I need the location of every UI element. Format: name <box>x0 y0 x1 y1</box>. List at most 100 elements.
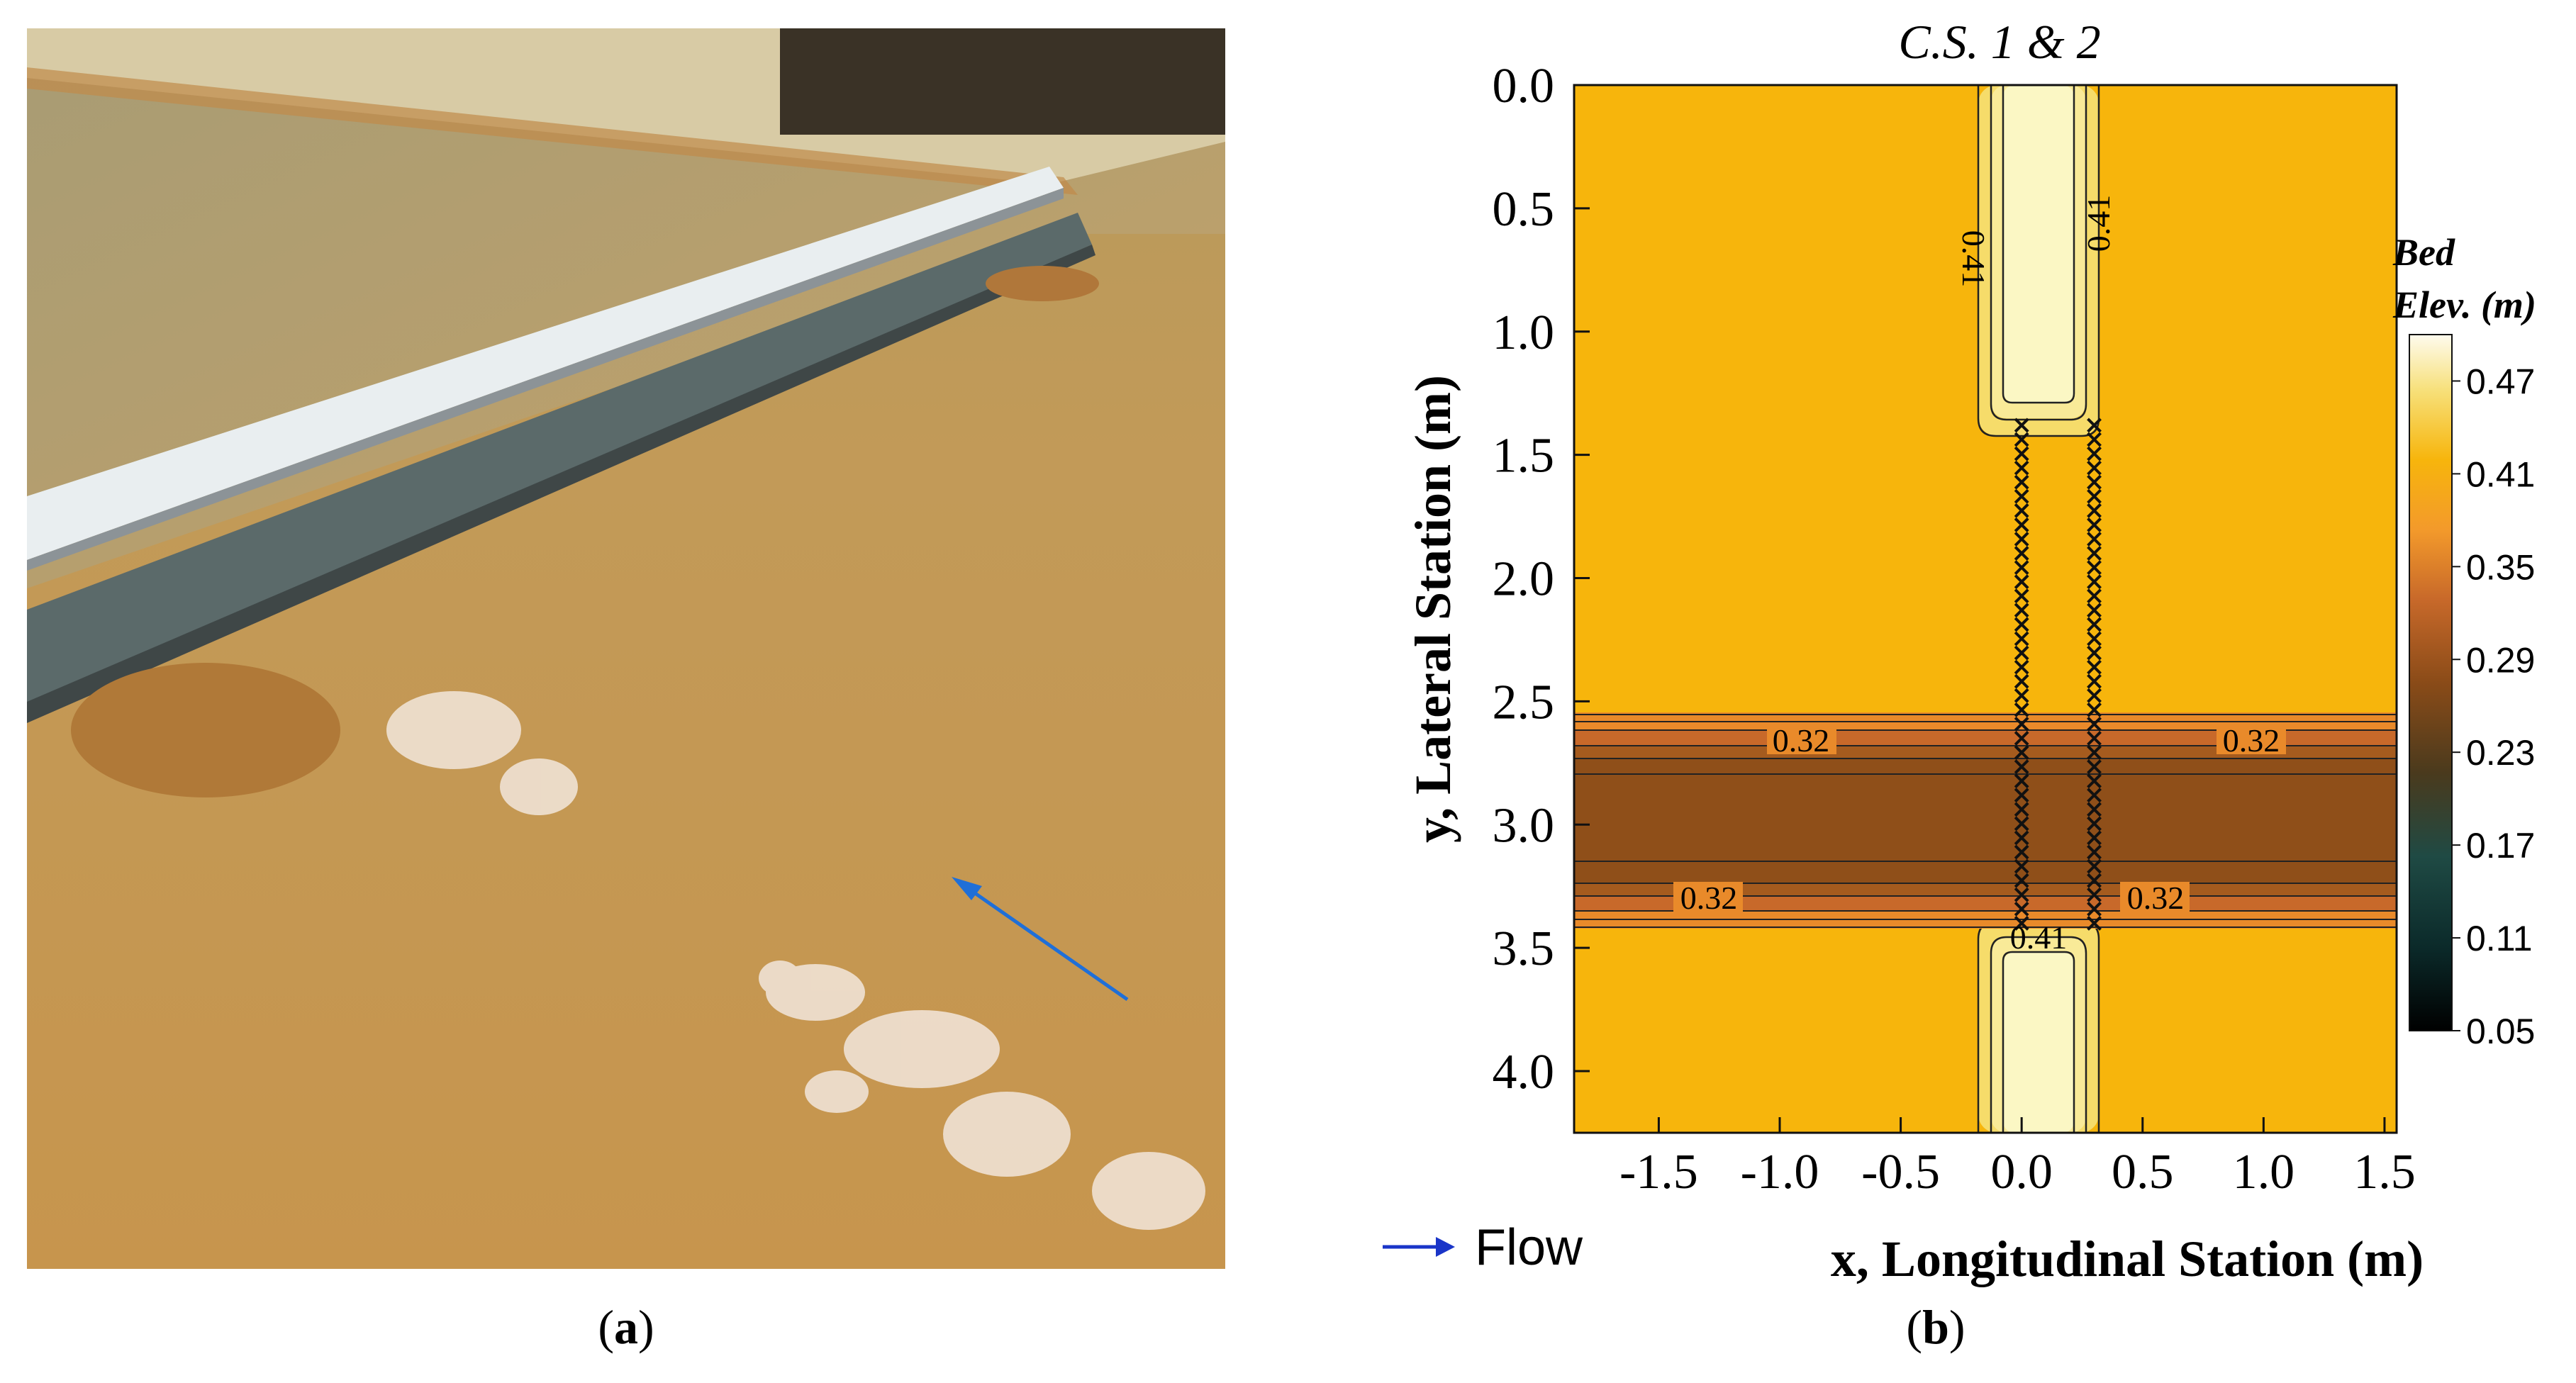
upper-crest <box>1977 85 2100 437</box>
x-marker <box>2014 673 2029 689</box>
x-marker <box>2087 731 2102 746</box>
contour-label-right-top: 0.41 <box>2080 195 2117 252</box>
y-tick-label: 0.0 <box>1493 59 1555 113</box>
x-marker <box>2014 816 2029 832</box>
colorbar-title-line2: Elev. (m) <box>2392 284 2536 326</box>
x-marker <box>2087 460 2102 476</box>
contour-label-upper-left: 0.32 <box>1773 722 1830 758</box>
x-marker <box>2087 688 2102 703</box>
contour-labels: 0.41 0.41 0.32 0.32 0.32 0.32 0.41 <box>1673 195 2286 956</box>
colorbar-tick-label: 0.35 <box>2466 547 2535 587</box>
x-marker <box>2014 745 2029 760</box>
x-marker <box>2014 546 2029 561</box>
x-tick-label: 0.5 <box>2112 1145 2174 1199</box>
contour-label-lower-right: 0.32 <box>2127 880 2185 916</box>
x-marker <box>2014 645 2029 661</box>
x-marker <box>2014 702 2029 717</box>
contour-label-bottom-center: 0.41 <box>2010 919 2068 956</box>
colorbar: Bed Elev. (m) 0.470.410.350.290.230.170.… <box>2392 231 2536 1051</box>
x-marker <box>2014 432 2029 447</box>
y-axis: 0.0 0.5 1.0 1.5 2.0 2.5 3.0 3.5 4.0 <box>1493 59 1590 1099</box>
x-marker <box>2014 560 2029 576</box>
x-marker <box>2087 844 2102 860</box>
x-marker <box>2087 759 2102 775</box>
x-marker <box>2087 503 2102 518</box>
x-marker <box>2087 617 2102 632</box>
x-marker <box>2087 488 2102 504</box>
x-marker <box>2087 702 2102 717</box>
contour-label-lower-left: 0.32 <box>1680 880 1738 916</box>
x-marker <box>2087 446 2102 461</box>
x-tick-label: -1.0 <box>1741 1145 1819 1199</box>
x-marker <box>2014 844 2029 860</box>
x-tick-label: -1.5 <box>1619 1145 1698 1199</box>
x-marker <box>2087 773 2102 789</box>
x-tick-label: -0.5 <box>1861 1145 1940 1199</box>
x-marker <box>2087 574 2102 590</box>
y-tick-label: 3.0 <box>1493 798 1555 853</box>
colorbar-title-line1: Bed <box>2392 231 2455 274</box>
x-marker <box>2087 560 2102 576</box>
colorbar-tick-label: 0.23 <box>2466 733 2535 773</box>
x-marker <box>2014 731 2029 746</box>
lower-crest <box>1977 920 2100 1133</box>
x-marker <box>2014 759 2029 775</box>
y-tick-label: 1.5 <box>1493 429 1555 483</box>
flow-legend-label: Flow <box>1475 1219 1583 1276</box>
x-axis: -1.5 -1.0 -0.5 0.0 0.5 1.0 1.5 <box>1619 1117 2416 1199</box>
x-marker <box>2014 617 2029 632</box>
panel-b-label: (b) <box>1906 1300 1965 1354</box>
colorbar-scale <box>2409 334 2453 1031</box>
x-marker <box>2087 631 2102 646</box>
x-marker <box>2087 901 2102 917</box>
x-marker <box>2087 802 2102 817</box>
plot-frame <box>1573 84 2398 1134</box>
flow-arrow-icon <box>1436 1237 1455 1257</box>
x-marker <box>2014 603 2029 618</box>
x-marker <box>2014 418 2029 433</box>
x-marker <box>2087 517 2102 532</box>
x-marker <box>2087 873 2102 888</box>
contour-label-upper-right: 0.32 <box>2223 722 2280 758</box>
x-marker <box>2087 588 2102 604</box>
marker-columns <box>2014 418 2102 931</box>
flume-photo <box>27 28 1225 1269</box>
x-marker <box>2014 532 2029 547</box>
photo-flow-arrow <box>952 877 1129 1002</box>
x-marker <box>2014 631 2029 646</box>
x-marker <box>2014 488 2029 504</box>
x-marker <box>2087 418 2102 433</box>
colorbar-tick-label: 0.17 <box>2466 826 2535 866</box>
chart-title: C.S. 1 & 2 <box>1898 15 2100 69</box>
x-marker <box>2087 532 2102 547</box>
x-tick-label: 1.0 <box>2233 1145 2295 1199</box>
y-tick-label: 0.5 <box>1493 182 1555 237</box>
x-marker <box>2014 588 2029 604</box>
x-marker <box>2087 546 2102 561</box>
x-marker <box>2014 503 2029 518</box>
colorbar-tick-label: 0.41 <box>2466 454 2535 494</box>
colorbar-tick-label: 0.11 <box>2466 919 2533 958</box>
panel-a-label: (a) <box>598 1300 654 1354</box>
x-marker <box>2087 474 2102 490</box>
x-marker <box>2014 873 2029 888</box>
x-marker <box>2087 603 2102 618</box>
x-marker <box>2014 788 2029 803</box>
x-marker <box>2014 517 2029 532</box>
x-marker <box>2087 659 2102 675</box>
x-marker <box>2087 645 2102 661</box>
x-marker <box>2014 802 2029 817</box>
x-marker <box>2087 816 2102 832</box>
x-tick-label: 1.5 <box>2353 1145 2416 1199</box>
x-marker <box>2014 574 2029 590</box>
x-axis-label: x, Longitudinal Station (m) <box>1831 1231 2424 1287</box>
x-tick-label: 0.0 <box>1990 1145 2053 1199</box>
contour-chart: 0.41 0.41 0.32 0.32 0.32 0.32 0.41 0.0 0.… <box>1383 15 2536 1287</box>
x-marker <box>2014 773 2029 789</box>
y-tick-label: 3.5 <box>1493 922 1555 976</box>
x-marker <box>2087 716 2102 732</box>
y-tick-label: 2.0 <box>1493 552 1555 607</box>
x-marker <box>2087 788 2102 803</box>
x-marker <box>2014 688 2029 703</box>
